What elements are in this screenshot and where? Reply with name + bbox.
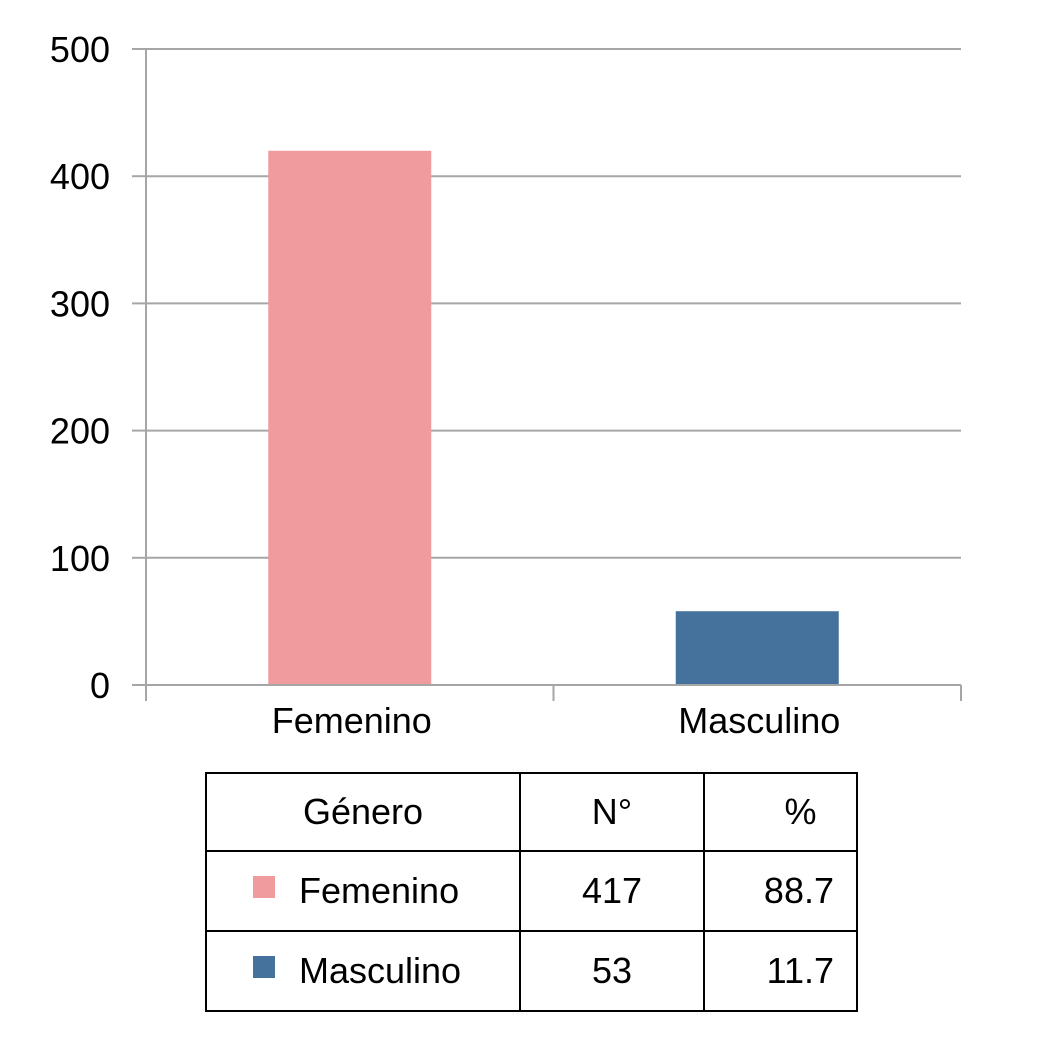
table-header-row: Género N° % xyxy=(205,772,858,852)
y-tick-label: 300 xyxy=(50,283,110,324)
header-percent: % xyxy=(703,772,858,852)
chart-svg: 0 100 200 300 400 500 Femenino Masculino xyxy=(50,29,962,741)
table-row: Femenino 417 88.7 xyxy=(205,850,858,932)
legend-swatch-masculino xyxy=(253,956,275,979)
data-table: Género N° % Femenino 417 88.7 Masculino … xyxy=(205,772,858,1012)
cell-n: 417 xyxy=(519,850,705,932)
axes xyxy=(132,48,962,701)
bar-femenino xyxy=(268,150,432,685)
y-tick-label: 200 xyxy=(50,411,110,452)
x-tick-label: Femenino xyxy=(272,700,432,741)
bar-chart: 0 100 200 300 400 500 Femenino Masculino xyxy=(50,29,962,741)
legend-swatch-femenino xyxy=(253,876,275,899)
cell-genero: Femenino xyxy=(205,850,521,932)
cell-n: 53 xyxy=(519,930,705,1012)
bars xyxy=(268,150,839,685)
y-tick-label: 500 xyxy=(50,29,110,70)
header-n: N° xyxy=(519,772,705,852)
x-tick-label: Masculino xyxy=(678,700,840,741)
bar-masculino xyxy=(675,611,839,685)
y-tick-label: 100 xyxy=(50,538,110,579)
y-tick-label: 0 xyxy=(90,665,110,706)
header-genero: Género xyxy=(205,772,521,852)
cell-percent: 88.7 xyxy=(703,850,858,932)
labels: 0 100 200 300 400 500 Femenino Masculino xyxy=(50,29,840,741)
cell-genero: Masculino xyxy=(205,930,521,1012)
cell-genero-label: Masculino xyxy=(299,950,462,991)
y-tick-label: 400 xyxy=(50,156,110,197)
table-row: Masculino 53 11.7 xyxy=(205,930,858,1012)
cell-percent: 11.7 xyxy=(703,930,858,1012)
cell-genero-label: Femenino xyxy=(299,870,460,911)
